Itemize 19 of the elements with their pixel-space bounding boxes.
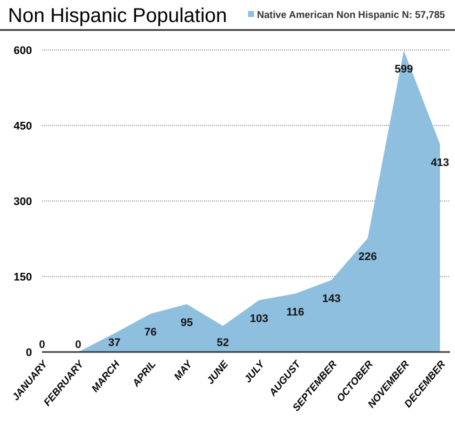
y-tick-label: 450 <box>14 120 32 132</box>
data-label: 116 <box>286 306 304 319</box>
data-label: 95 <box>180 317 193 330</box>
data-label: 413 <box>430 157 450 170</box>
data-label: 37 <box>108 337 120 349</box>
data-label: 226 <box>358 251 377 264</box>
data-label: 0 <box>38 339 46 351</box>
y-tick-label: 600 <box>14 44 32 57</box>
data-label: 103 <box>250 313 268 326</box>
data-label: 76 <box>144 326 157 339</box>
y-tick-label: 0 <box>26 346 32 359</box>
data-label: 143 <box>322 293 341 306</box>
data-label: 52 <box>216 337 230 349</box>
y-tick-label: 300 <box>14 196 32 208</box>
data-label: 599 <box>394 64 413 76</box>
legend-label: Native American Non Hispanic N: 57,785 <box>257 10 448 21</box>
chart-title: Non Hispanic Population <box>8 5 228 27</box>
data-label: 0 <box>75 339 82 351</box>
y-tick-label: 150 <box>14 271 32 284</box>
